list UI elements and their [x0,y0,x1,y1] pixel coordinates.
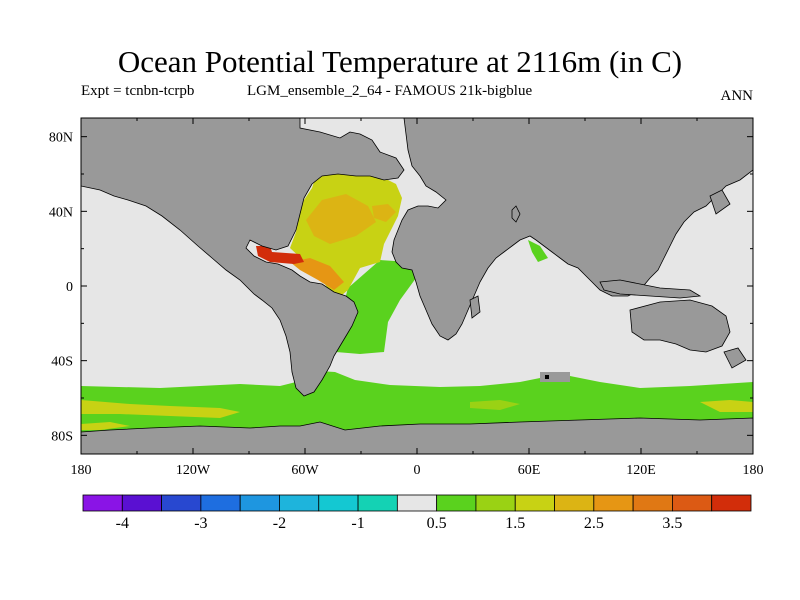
colorbar-swatch [200,494,241,512]
ocean-point [545,375,549,379]
map-panel [81,118,753,454]
colorbar-label: -4 [116,515,129,532]
colorbar-swatch [121,494,162,512]
colorbar-swatch [514,494,555,512]
red-sea-green [528,240,548,262]
lat-tick-label: 80S [51,429,73,444]
latitude-axis: 80N 40N 0 40S 80S [49,131,753,444]
southern-ocean-yellow-patch [81,400,240,418]
southern-ocean-warm-band [81,371,753,432]
colorbar-swatch [161,494,202,512]
page-title: Ocean Potential Temperature at 2116m (in… [117,44,683,79]
colorbar-label: -2 [273,515,286,532]
indonesia [599,279,702,299]
run-label: LGM_ensemble_2_64 - FAMOUS 21k-bigblue [247,83,533,99]
new-zealand [723,347,747,369]
caspian-sea [511,205,521,223]
land-masses [81,118,753,454]
longitude-axis: 180 120W 60W 0 60E 120E 180 [71,118,764,478]
lon-tick-label: 60W [291,463,319,478]
colorbar-swatch [318,494,359,512]
lat-tick-label: 0 [66,280,73,295]
lat-tick-label: 40S [51,355,73,370]
colorbar-swatch [82,494,123,512]
lon-tick-label: 120W [176,463,211,478]
colorbar-label: 0.5 [427,515,447,532]
lon-tick-label: 60E [518,463,541,478]
lat-tick-label: 40N [49,205,73,220]
experiment-label: Expt = tcnbn-tcrpb [81,83,195,99]
lat-tick-label: 80N [49,131,73,146]
colorbar: -4 -3 -2 -1 0.5 1.5 2.5 3.5 [82,494,752,532]
lon-tick-label: 0 [414,463,421,478]
colorbar-label: 3.5 [662,515,682,532]
caribbean-orange [290,258,344,290]
colorbar-swatch [554,494,595,512]
colorbar-swatch [279,494,320,512]
colorbar-label: 1.5 [505,515,525,532]
colorbar-swatch [239,494,280,512]
colorbar-label: -3 [194,515,207,532]
colorbar-swatch [632,494,673,512]
north-america [81,118,405,397]
madagascar [469,295,481,319]
season-label: ANN [720,88,754,104]
colorbar-swatch [711,494,752,512]
colorbar-swatch [396,494,438,512]
southern-ocean-yellow-patch [470,400,520,410]
southern-ocean-yellow-patch [700,400,753,412]
colorbar-swatch [475,494,516,512]
colorbar-label: 2.5 [584,515,604,532]
colorbar-swatch [436,494,477,512]
sea-ice-cell [540,372,570,382]
north-atlantic-amber [306,194,376,244]
colorbar-swatch [593,494,634,512]
colorbar-swatch [357,494,398,512]
atlantic-green-tongue [334,260,416,354]
antarctica [81,417,753,454]
colorbar-swatch [672,494,713,512]
australia [629,299,731,353]
southern-ocean-yellow-patch [81,422,130,430]
japan [709,189,731,215]
lon-tick-label: 180 [71,463,92,478]
north-atlantic-amber [372,204,396,222]
caribbean-red [256,246,304,264]
eurasia-africa [391,118,753,341]
lon-tick-label: 180 [743,463,764,478]
colorbar-label: -1 [351,515,364,532]
lon-tick-label: 120E [626,463,656,478]
